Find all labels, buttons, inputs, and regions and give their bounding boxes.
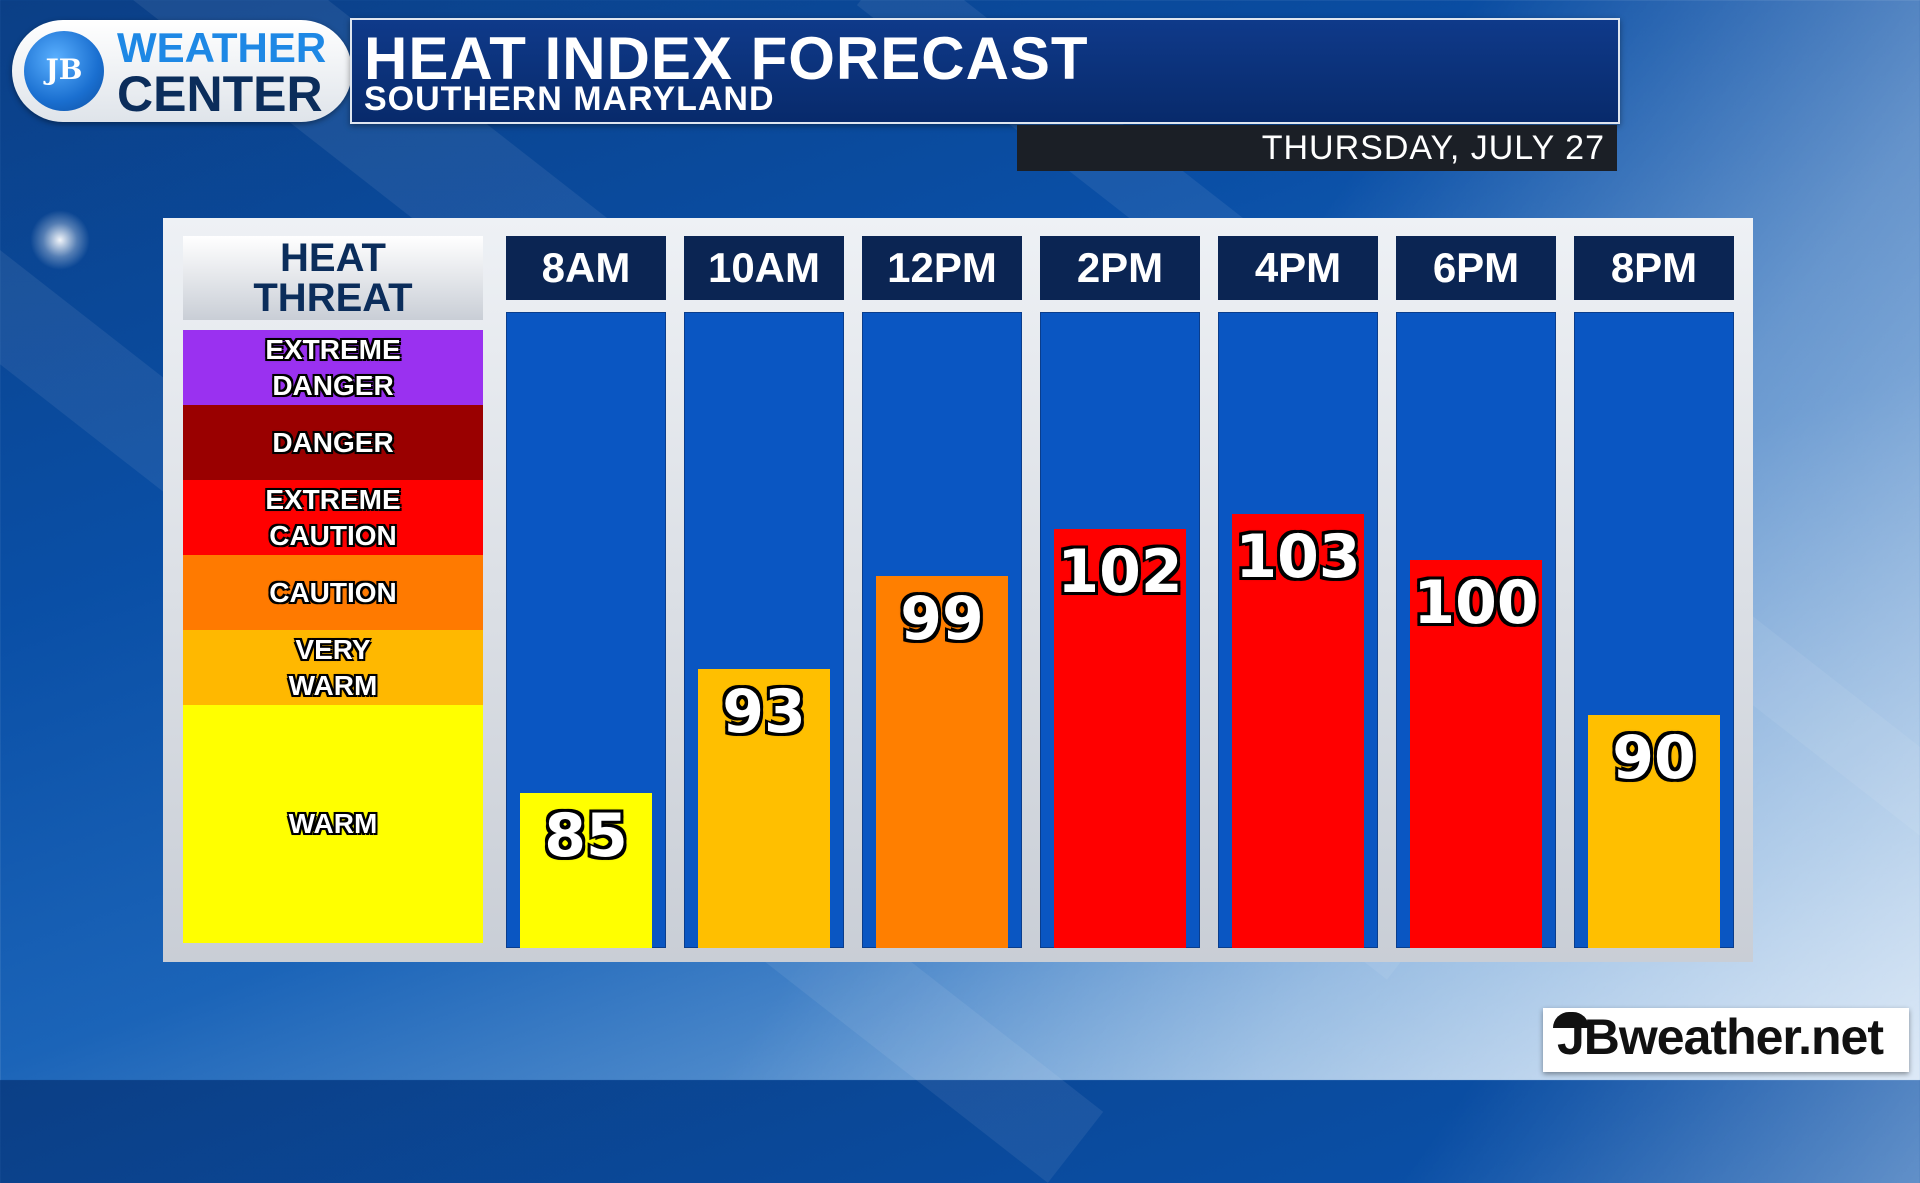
logo-mark: JB bbox=[45, 53, 83, 86]
jbweather-brand: JBweather.net bbox=[1543, 1008, 1909, 1072]
heat-index-bar bbox=[876, 575, 1008, 948]
time-label: 12PM bbox=[862, 236, 1022, 300]
legend-band-label: WARM bbox=[288, 808, 378, 839]
legend-heading: HEAT THREAT bbox=[183, 236, 483, 320]
legend-band-label: DANGER bbox=[272, 426, 394, 458]
heat-index-bar bbox=[698, 668, 830, 948]
page-subtitle: SOUTHERN MARYLAND bbox=[364, 80, 775, 118]
legend-band: EXTREME DANGER bbox=[183, 330, 483, 405]
time-label: 2PM bbox=[1040, 236, 1200, 300]
jb-logo-icon: JB bbox=[24, 31, 104, 111]
background-glow bbox=[30, 210, 90, 270]
heat-index-value: 103 bbox=[1235, 521, 1361, 592]
time-label: 8AM bbox=[506, 236, 666, 300]
legend-band: EXTREME CAUTION bbox=[183, 480, 483, 555]
heat-index-bar bbox=[1232, 513, 1364, 948]
legend-band: DANGER bbox=[183, 405, 483, 480]
time-label: 10AM bbox=[684, 236, 844, 300]
legend-band: VERY WARM bbox=[183, 630, 483, 705]
date-bar: THURSDAY, JULY 27 bbox=[1017, 125, 1617, 171]
page-title: HEAT INDEX FORECAST bbox=[364, 25, 1089, 92]
legend-band-label: WARM bbox=[288, 669, 378, 701]
legend-band-label: CAUTION bbox=[269, 576, 397, 608]
heat-index-bar bbox=[1588, 715, 1720, 948]
time-label: 4PM bbox=[1218, 236, 1378, 300]
heat-index-value: 93 bbox=[722, 676, 806, 747]
legend-band-label: EXTREME bbox=[265, 333, 401, 365]
logo-line2: CENTER bbox=[117, 66, 323, 122]
legend-heading-line1: HEAT bbox=[280, 236, 386, 280]
legend-band-label: VERY bbox=[295, 633, 371, 665]
brand-text: JBweather.net bbox=[1557, 1009, 1884, 1065]
heat-index-value: 99 bbox=[900, 583, 984, 654]
legend-heading-line2: THREAT bbox=[253, 276, 413, 320]
heat-index-bar bbox=[1054, 529, 1186, 948]
forecast-date: THURSDAY, JULY 27 bbox=[1261, 129, 1605, 167]
heat-index-value: 100 bbox=[1413, 568, 1539, 639]
heat-index-value: 85 bbox=[544, 800, 628, 871]
heat-index-value: 102 bbox=[1057, 537, 1183, 608]
title-bar: HEAT INDEX FORECAST SOUTHERN MARYLAND bbox=[350, 18, 1620, 124]
legend-band: WARM bbox=[183, 705, 483, 943]
heat-index-value: 90 bbox=[1612, 723, 1696, 794]
umbrella-icon bbox=[1553, 1012, 1589, 1028]
legend-band: CAUTION bbox=[183, 555, 483, 630]
weather-center-logo: JB WEATHER CENTER bbox=[12, 20, 352, 122]
time-label: 6PM bbox=[1396, 236, 1556, 300]
heat-index-bar bbox=[520, 792, 652, 948]
logo-line1: WEATHER bbox=[117, 24, 327, 71]
time-label: 8PM bbox=[1574, 236, 1734, 300]
legend-band-label: CAUTION bbox=[269, 519, 397, 551]
legend-band-label: DANGER bbox=[272, 369, 394, 401]
heat-threat-legend: EXTREME DANGER DANGER EXTREME CAUTION CAUTION… bbox=[183, 330, 483, 948]
heat-index-bar bbox=[1410, 560, 1542, 948]
chart-panel: HEAT THREAT EXTREME DANGER DANGER EXTREME CA… bbox=[163, 218, 1753, 962]
legend-band-label: EXTREME bbox=[265, 483, 401, 515]
